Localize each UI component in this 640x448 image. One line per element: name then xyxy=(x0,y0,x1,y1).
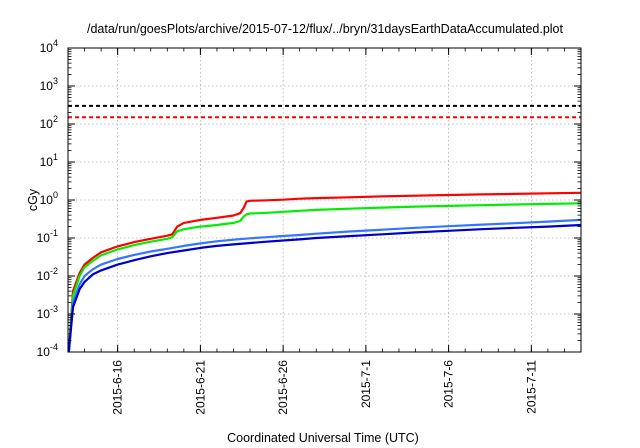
y-tick-label: 10-4 xyxy=(37,342,58,359)
y-tick-label: 10-3 xyxy=(37,304,58,321)
x-tick-label: 2015-7-11 xyxy=(524,360,538,414)
series-line-4 xyxy=(67,202,582,353)
y-axis-label: cGy xyxy=(26,188,40,211)
y-tick-label: 10-2 xyxy=(37,266,58,283)
chart-title: /data/run/goesPlots/archive/2015-07-12/f… xyxy=(87,22,563,36)
x-tick-label: 2015-6-26 xyxy=(276,360,290,415)
y-tick-label: 101 xyxy=(40,152,58,169)
x-tick-label: 2015-7-1 xyxy=(359,360,373,408)
series-line-5 xyxy=(67,218,582,353)
x-axis-label: Coordinated Universal Time (UTC) xyxy=(227,431,419,445)
x-tick-label: 2015-6-16 xyxy=(111,360,125,415)
y-tick-label: 100 xyxy=(40,190,58,207)
y-tick-label: 104 xyxy=(40,38,58,55)
y-tick-label: 10-1 xyxy=(37,228,58,245)
plot-lines xyxy=(67,104,582,353)
y-tick-labels: 10-4 10-3 10-2 10-1 100 101 102 103 104 xyxy=(37,38,58,359)
y-tick-label: 103 xyxy=(40,76,58,93)
y-tick-label: 102 xyxy=(40,114,58,131)
x-tick-label: 2015-6-21 xyxy=(193,360,207,415)
x-tick-label: 2015-7-6 xyxy=(442,360,456,408)
series-line-3 xyxy=(67,191,582,353)
x-tick-labels: 2015-6-16 2015-6-21 2015-6-26 2015-7-1 2015-… xyxy=(111,360,539,415)
axis-ticks xyxy=(67,47,582,353)
series-line-6 xyxy=(67,223,582,353)
grid xyxy=(68,48,581,352)
